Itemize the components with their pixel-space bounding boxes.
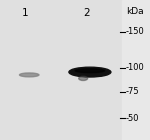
Text: -50: -50 [126, 114, 139, 123]
Text: -150: -150 [126, 27, 145, 36]
Ellipse shape [69, 67, 111, 77]
Text: kDa: kDa [127, 7, 144, 16]
Ellipse shape [79, 76, 88, 80]
Text: -100: -100 [126, 63, 145, 72]
Text: 2: 2 [84, 8, 90, 18]
Text: -75: -75 [126, 87, 140, 96]
Bar [122, 0, 150, 140]
Ellipse shape [75, 69, 105, 73]
Ellipse shape [20, 73, 39, 77]
Text: 1: 1 [22, 8, 29, 18]
